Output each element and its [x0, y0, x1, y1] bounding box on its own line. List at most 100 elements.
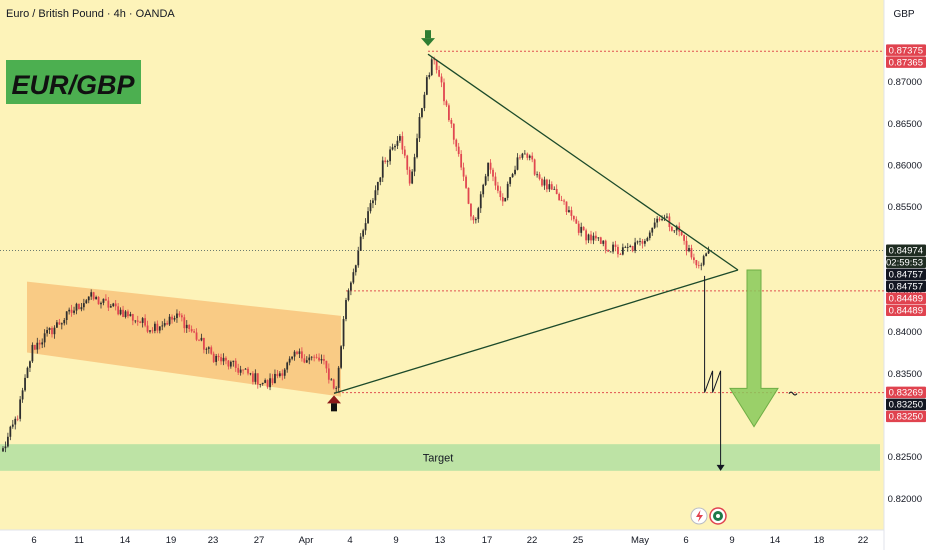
candle	[222, 353, 225, 366]
candle	[305, 356, 308, 364]
candle	[166, 320, 169, 326]
candle	[320, 354, 323, 364]
pivot-low-arrow-icon	[327, 395, 341, 412]
candle	[210, 345, 213, 355]
time-tick-label: 23	[208, 535, 219, 546]
candle	[528, 154, 531, 161]
triangle-upper-line[interactable]	[427, 53, 739, 271]
candle	[359, 233, 362, 252]
target-label: Target	[423, 453, 454, 465]
candle	[122, 305, 124, 318]
svg-text:0.87365: 0.87365	[889, 57, 923, 68]
candle	[183, 314, 186, 333]
candle	[144, 314, 146, 328]
time-tick-label: 22	[858, 535, 869, 546]
candle	[141, 317, 144, 328]
triangle-lower-line[interactable]	[333, 269, 739, 394]
settings-icon[interactable]	[709, 507, 727, 525]
candle	[131, 313, 134, 326]
symbol-title[interactable]: Euro / British Pound · 4h · OANDA	[6, 8, 175, 20]
candle	[487, 162, 489, 182]
descending-channel-box[interactable]	[27, 281, 341, 397]
candle	[151, 327, 154, 334]
candle	[675, 224, 678, 236]
candle	[7, 432, 9, 448]
candle	[489, 159, 492, 174]
time-tick-label: 9	[393, 535, 398, 546]
candle	[259, 383, 262, 388]
candle	[247, 366, 249, 376]
candle	[149, 329, 151, 334]
candle	[347, 288, 350, 302]
candle	[46, 326, 48, 337]
candle	[492, 167, 494, 182]
candle	[161, 321, 164, 331]
candle	[90, 289, 93, 300]
candle	[443, 78, 445, 106]
candle	[511, 172, 514, 178]
candle	[408, 166, 411, 186]
svg-text:0.83250: 0.83250	[889, 400, 923, 411]
bearish-arrow[interactable]	[729, 269, 779, 428]
candle	[296, 350, 298, 355]
candle	[501, 193, 504, 206]
candle	[33, 344, 36, 351]
svg-text:0.84489: 0.84489	[889, 306, 923, 317]
candle	[602, 240, 605, 247]
candle	[384, 157, 387, 164]
svg-text:0.83250: 0.83250	[889, 412, 923, 423]
candle	[220, 353, 222, 365]
candle	[205, 347, 208, 355]
candle	[11, 419, 14, 429]
candle	[474, 217, 477, 224]
price-tick-label: 0.82500	[888, 452, 922, 463]
candle	[391, 143, 394, 151]
squiggle-mark	[788, 391, 798, 396]
candle	[362, 228, 365, 240]
svg-text:0.84489: 0.84489	[889, 294, 923, 305]
candle	[558, 192, 561, 201]
candle	[631, 245, 634, 253]
price-label-red: 0.83250	[886, 410, 926, 423]
candle	[2, 446, 4, 452]
candle	[119, 307, 122, 316]
candle	[435, 59, 438, 74]
candle	[16, 415, 19, 422]
candle	[462, 162, 465, 182]
candle	[421, 107, 423, 119]
candle	[690, 244, 693, 260]
target-zone[interactable]	[0, 444, 880, 471]
candle	[472, 214, 475, 224]
candle	[225, 356, 227, 365]
candle	[563, 198, 565, 205]
candle	[546, 178, 548, 193]
candle	[337, 365, 340, 392]
candle	[526, 152, 529, 161]
candle	[195, 328, 198, 342]
time-tick-label: May	[631, 535, 649, 546]
candle	[455, 138, 458, 152]
candle	[158, 326, 161, 334]
candle	[41, 338, 44, 349]
candle	[425, 75, 428, 96]
candle	[626, 243, 629, 252]
candle	[207, 346, 210, 354]
time-tick-label: 27	[254, 535, 265, 546]
candle	[548, 179, 551, 192]
candle	[313, 354, 316, 362]
lightning-icon[interactable]	[690, 507, 708, 525]
symbol-badge: EUR/GBP	[6, 60, 141, 104]
candle	[646, 236, 649, 242]
price-tick-label: 0.85500	[888, 202, 922, 213]
candle	[78, 303, 80, 310]
candle	[479, 191, 482, 213]
symbol-badge-background	[6, 60, 141, 104]
candle	[619, 252, 622, 255]
candle	[327, 363, 330, 384]
candle	[440, 73, 443, 88]
candle	[63, 317, 66, 326]
price-tick-label: 0.84000	[888, 327, 922, 338]
projection-zigzag[interactable]	[704, 275, 722, 393]
